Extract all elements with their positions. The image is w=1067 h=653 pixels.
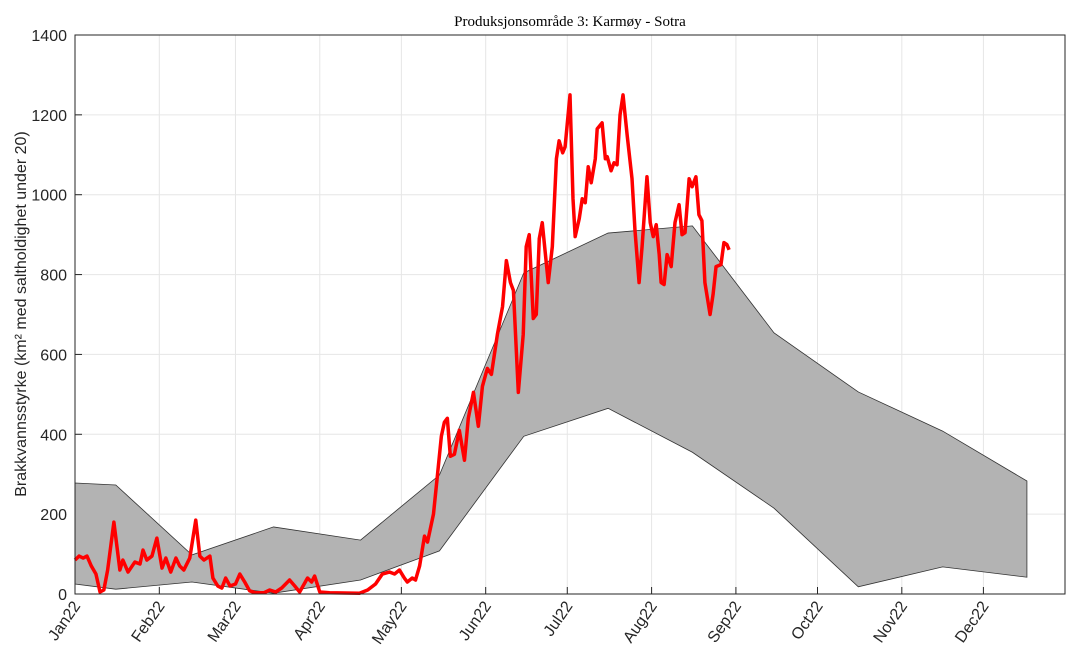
- y-tick-label: 1000: [31, 188, 67, 205]
- y-tick-label: 600: [40, 347, 67, 364]
- y-tick-label: 1400: [31, 28, 67, 45]
- y-axis-label: Brakkvannsstyrke (km² med saltholdighet …: [13, 131, 30, 497]
- data-line: [73, 93, 731, 595]
- y-tick-label: 0: [58, 587, 67, 604]
- axes-box: [74, 34, 1066, 595]
- y-tick-label: 1200: [31, 108, 67, 125]
- y-tick-label: 400: [40, 427, 67, 444]
- y-tick-label: 800: [40, 268, 67, 285]
- y-tick-label: 200: [40, 507, 67, 524]
- chart-title: Produksjonsområde 3: Karmøy - Sotra: [454, 14, 686, 30]
